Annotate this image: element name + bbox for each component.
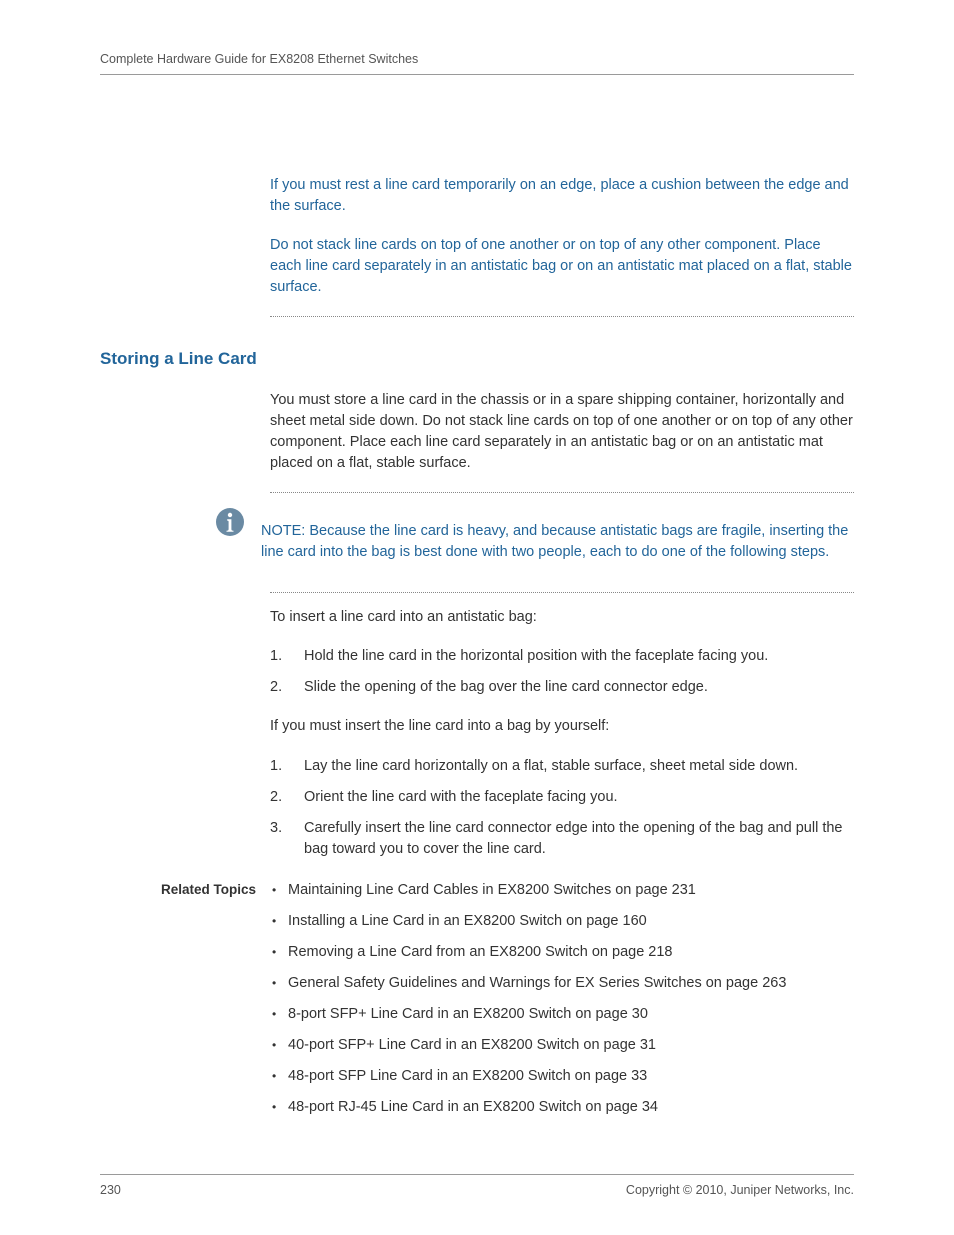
related-topic-item: Maintaining Line Card Cables in EX8200 S… — [270, 880, 854, 901]
proc-b-step: Carefully insert the line card connector… — [270, 818, 854, 860]
section-heading: Storing a Line Card — [100, 347, 854, 372]
intro-paragraph-2: Do not stack line cards on top of one an… — [270, 235, 854, 298]
related-topic-item: 48-port SFP Line Card in an EX8200 Switc… — [270, 1066, 854, 1087]
copyright: Copyright © 2010, Juniper Networks, Inc. — [626, 1181, 854, 1199]
related-topics-label: Related Topics — [100, 880, 256, 900]
proc-a-step: Slide the opening of the bag over the li… — [270, 677, 854, 698]
divider — [270, 492, 854, 493]
note-text: NOTE: Because the line card is heavy, an… — [261, 521, 854, 563]
page-footer: 230 Copyright © 2010, Juniper Networks, … — [100, 1174, 854, 1199]
section-body: You must store a line card in the chassi… — [270, 390, 854, 474]
footer-rule — [100, 1174, 854, 1175]
related-topic-item: 8-port SFP+ Line Card in an EX8200 Switc… — [270, 1004, 854, 1025]
proc-a-step: Hold the line card in the horizontal pos… — [270, 646, 854, 667]
header-rule — [100, 74, 854, 75]
info-icon — [215, 507, 245, 544]
intro-block: If you must rest a line card temporarily… — [270, 175, 854, 298]
proc-b-steps: Lay the line card horizontally on a flat… — [270, 756, 854, 860]
related-topic-item: 40-port SFP+ Line Card in an EX8200 Swit… — [270, 1035, 854, 1056]
divider — [270, 592, 854, 593]
proc-b-step: Orient the line card with the faceplate … — [270, 787, 854, 808]
note-body: Because the line card is heavy, and beca… — [261, 523, 848, 560]
procedure-a: To insert a line card into an antistatic… — [270, 607, 854, 859]
footer-row: 230 Copyright © 2010, Juniper Networks, … — [100, 1181, 854, 1199]
related-topic-item: Installing a Line Card in an EX8200 Swit… — [270, 911, 854, 932]
section-body-block: You must store a line card in the chassi… — [270, 390, 854, 474]
related-topic-item: General Safety Guidelines and Warnings f… — [270, 973, 854, 994]
note-prefix: NOTE: — [261, 523, 309, 539]
related-topic-item: 48-port RJ-45 Line Card in an EX8200 Swi… — [270, 1097, 854, 1118]
proc-b-step: Lay the line card horizontally on a flat… — [270, 756, 854, 777]
note-block: NOTE: Because the line card is heavy, an… — [100, 507, 854, 578]
related-topics-block: Related Topics Maintaining Line Card Cab… — [100, 880, 854, 1128]
page-number: 230 — [100, 1181, 121, 1199]
proc-a-intro: To insert a line card into an antistatic… — [270, 607, 854, 628]
page: Complete Hardware Guide for EX8208 Ether… — [0, 0, 954, 1235]
proc-b-intro: If you must insert the line card into a … — [270, 716, 854, 737]
intro-paragraph-1: If you must rest a line card temporarily… — [270, 175, 854, 217]
related-topics-list: Maintaining Line Card Cables in EX8200 S… — [270, 880, 854, 1128]
related-topic-item: Removing a Line Card from an EX8200 Swit… — [270, 942, 854, 963]
proc-a-steps: Hold the line card in the horizontal pos… — [270, 646, 854, 698]
running-header: Complete Hardware Guide for EX8208 Ether… — [100, 50, 854, 74]
divider — [270, 316, 854, 317]
